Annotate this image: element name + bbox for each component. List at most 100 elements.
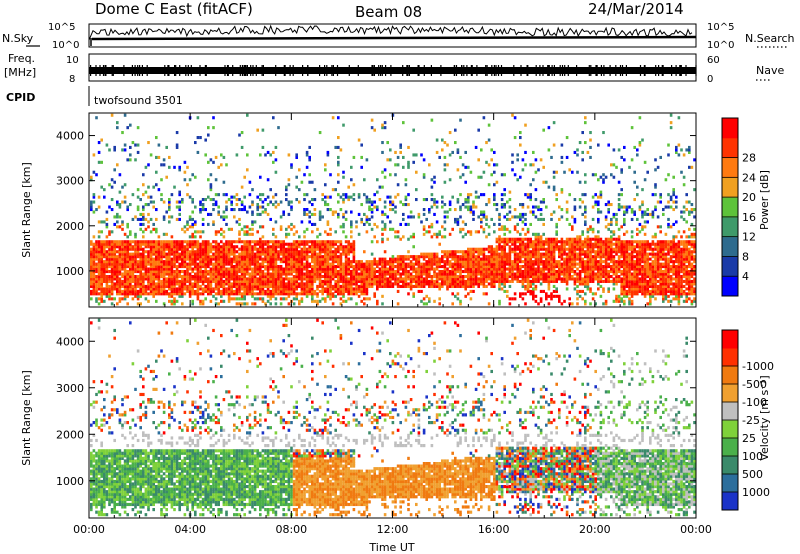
range-gate-cell — [209, 212, 213, 216]
range-gate-cell — [136, 195, 140, 199]
range-gate-cell — [487, 232, 491, 236]
range-gate-cell — [472, 252, 475, 256]
range-gate-cell — [240, 200, 244, 204]
range-gate-cell — [412, 275, 415, 279]
range-gate-cell — [529, 255, 532, 259]
range-gate-cell — [264, 257, 267, 261]
range-gate-cell — [123, 272, 127, 276]
range-gate-cell — [220, 240, 223, 244]
range-gate-cell — [285, 267, 288, 271]
range-gate-cell — [422, 284, 426, 288]
range-gate-cell — [152, 279, 155, 283]
range-gate-cell — [230, 260, 233, 264]
range-gate-cell — [311, 282, 314, 286]
range-gate-cell — [300, 287, 304, 291]
range-gate-cell — [103, 252, 106, 256]
range-gate-cell — [287, 289, 291, 293]
range-gate-cell — [415, 272, 418, 276]
range-gate-cell — [326, 292, 330, 296]
range-gate-cell — [560, 155, 564, 159]
range-gate-cell — [467, 292, 470, 296]
range-gate-cell — [118, 242, 122, 246]
range-gate-cell — [472, 250, 475, 254]
range-gate-cell — [92, 252, 96, 256]
range-gate-cell — [376, 279, 379, 283]
range-gate-cell — [152, 222, 155, 226]
range-gate-cell — [168, 287, 171, 291]
range-gate-cell — [227, 270, 231, 274]
range-gate-cell — [152, 247, 155, 251]
range-gate-cell — [108, 270, 111, 274]
range-gate-cell — [363, 265, 366, 269]
range-gate-cell — [428, 275, 431, 279]
range-gate-cell — [92, 247, 96, 251]
range-gate-cell — [446, 275, 449, 279]
range-gate-cell — [300, 265, 304, 269]
range-gate-cell — [212, 257, 215, 261]
range-gate-cell — [363, 279, 366, 283]
range-gate-cell — [355, 284, 358, 288]
range-gate-cell — [266, 294, 270, 298]
range-gate-cell — [103, 247, 106, 251]
range-gate-cell — [110, 272, 114, 276]
range-gate-cell — [272, 284, 275, 288]
range-gate-cell — [272, 289, 275, 293]
range-gate-cell — [97, 150, 101, 154]
range-gate-cell — [448, 153, 452, 157]
range-gate-cell — [259, 262, 262, 266]
range-gate-cell — [511, 272, 514, 276]
range-gate-cell — [448, 270, 452, 274]
range-gate-cell — [399, 265, 402, 269]
range-gate-cell — [251, 282, 254, 286]
range-gate-cell — [266, 279, 270, 283]
freq-sample — [500, 65, 503, 76]
range-gate-cell — [591, 237, 595, 241]
range-gate-cell — [251, 222, 254, 226]
range-gate-cell — [261, 247, 265, 251]
range-gate-cell — [339, 195, 343, 199]
range-gate-cell — [305, 240, 309, 244]
range-gate-cell — [173, 165, 176, 169]
range-gate-cell — [92, 235, 96, 239]
range-gate-cell — [199, 277, 202, 281]
range-gate-cell — [248, 252, 252, 256]
range-gate-cell — [495, 245, 499, 249]
range-gate-cell — [209, 282, 213, 286]
range-gate-cell — [243, 230, 246, 234]
range-gate-cell — [207, 260, 210, 264]
range-gate-cell — [175, 260, 179, 264]
range-gate-cell — [350, 265, 353, 269]
range-gate-cell — [456, 267, 460, 271]
freq-left-tick-top: 10 — [66, 55, 79, 66]
range-gate-cell — [118, 247, 122, 251]
range-gate-cell — [316, 240, 319, 244]
range-gate-cell — [474, 267, 478, 271]
range-gate-cell — [334, 279, 337, 283]
range-gate-cell — [116, 250, 119, 254]
range-gate-cell — [342, 267, 345, 271]
range-gate-cell — [394, 272, 397, 276]
range-gate-cell — [266, 150, 270, 154]
range-gate-cell — [274, 193, 278, 197]
range-gate-cell — [321, 245, 324, 249]
range-gate-cell — [178, 279, 181, 283]
range-gate-cell — [287, 183, 291, 187]
range-gate-cell — [201, 262, 205, 266]
range-gate-cell — [311, 198, 314, 202]
range-gate-cell — [344, 257, 348, 261]
range-gate-cell — [287, 257, 291, 261]
range-gate-cell — [100, 245, 103, 249]
range-gate-cell — [342, 247, 345, 251]
range-gate-cell — [342, 193, 345, 197]
range-gate-cell — [251, 255, 254, 259]
range-gate-cell — [326, 262, 330, 266]
range-gate-cell — [300, 297, 304, 301]
range-gate-cell — [594, 235, 597, 239]
range-gate-cell — [337, 277, 340, 281]
range-gate-cell — [217, 287, 220, 291]
range-gate-cell — [513, 247, 517, 251]
range-gate-cell — [532, 252, 535, 256]
range-gate-cell — [160, 255, 163, 259]
range-gate-cell — [381, 260, 384, 264]
range-gate-cell — [513, 116, 517, 120]
